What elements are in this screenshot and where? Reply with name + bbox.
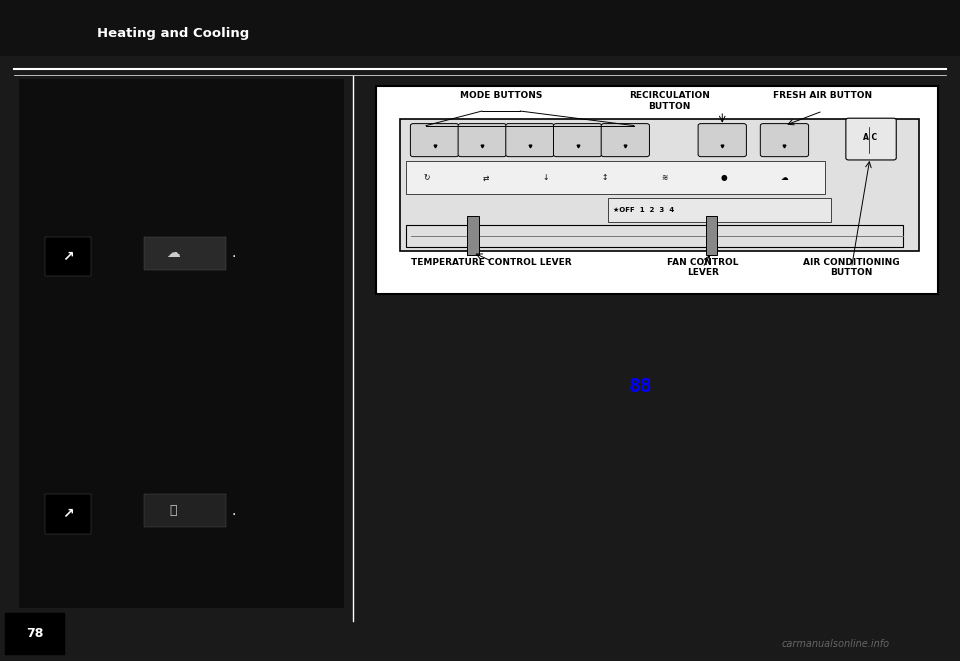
Text: ≋: ≋ <box>661 173 668 182</box>
Text: .: . <box>231 504 235 518</box>
Bar <box>0 0 960 56</box>
Text: 🚗: 🚗 <box>169 504 177 518</box>
Text: AIR CONDITIONING
BUTTON: AIR CONDITIONING BUTTON <box>804 258 900 277</box>
Text: ↗: ↗ <box>62 249 74 264</box>
Text: RECIRCULATION
BUTTON: RECIRCULATION BUTTON <box>629 91 709 110</box>
Text: ↗: ↗ <box>62 507 74 522</box>
Bar <box>376 86 938 294</box>
Bar <box>19 79 344 608</box>
Text: 88: 88 <box>629 377 652 396</box>
Bar <box>405 225 903 247</box>
Bar <box>608 198 830 222</box>
Text: FAN CONTROL
LEVER: FAN CONTROL LEVER <box>667 258 738 277</box>
Text: 78: 78 <box>26 627 43 640</box>
Text: FRESH AIR BUTTON: FRESH AIR BUTTON <box>773 91 873 100</box>
Bar <box>144 494 226 527</box>
FancyBboxPatch shape <box>601 124 649 157</box>
Text: TEMPERATURE CONTROL LEVER: TEMPERATURE CONTROL LEVER <box>411 258 572 267</box>
FancyBboxPatch shape <box>698 124 746 157</box>
Text: .: . <box>231 246 235 260</box>
Bar <box>468 216 479 255</box>
FancyBboxPatch shape <box>846 118 897 160</box>
FancyBboxPatch shape <box>506 124 554 157</box>
FancyBboxPatch shape <box>554 124 602 157</box>
Bar <box>400 119 919 251</box>
Bar <box>405 161 826 194</box>
Text: ●: ● <box>721 173 728 182</box>
Text: MODE BUTTONS: MODE BUTTONS <box>460 91 542 100</box>
FancyBboxPatch shape <box>458 124 506 157</box>
Bar <box>45 494 91 534</box>
Bar <box>5 613 64 654</box>
Bar <box>706 216 717 255</box>
Bar <box>144 237 226 270</box>
FancyBboxPatch shape <box>411 124 459 157</box>
Text: ↓: ↓ <box>542 173 549 182</box>
FancyBboxPatch shape <box>760 124 808 157</box>
Text: ⇄: ⇄ <box>483 173 489 182</box>
Text: ☁: ☁ <box>166 246 180 260</box>
Text: Heating and Cooling: Heating and Cooling <box>97 26 249 40</box>
Bar <box>45 237 91 276</box>
Text: ★OFF  1  2  3  4: ★OFF 1 2 3 4 <box>612 207 674 214</box>
Text: ☁: ☁ <box>780 173 788 182</box>
Text: A C: A C <box>863 133 877 141</box>
Text: ↕: ↕ <box>602 173 609 182</box>
Text: carmanualsonline.info: carmanualsonline.info <box>781 639 889 650</box>
Text: ↻: ↻ <box>423 173 429 182</box>
